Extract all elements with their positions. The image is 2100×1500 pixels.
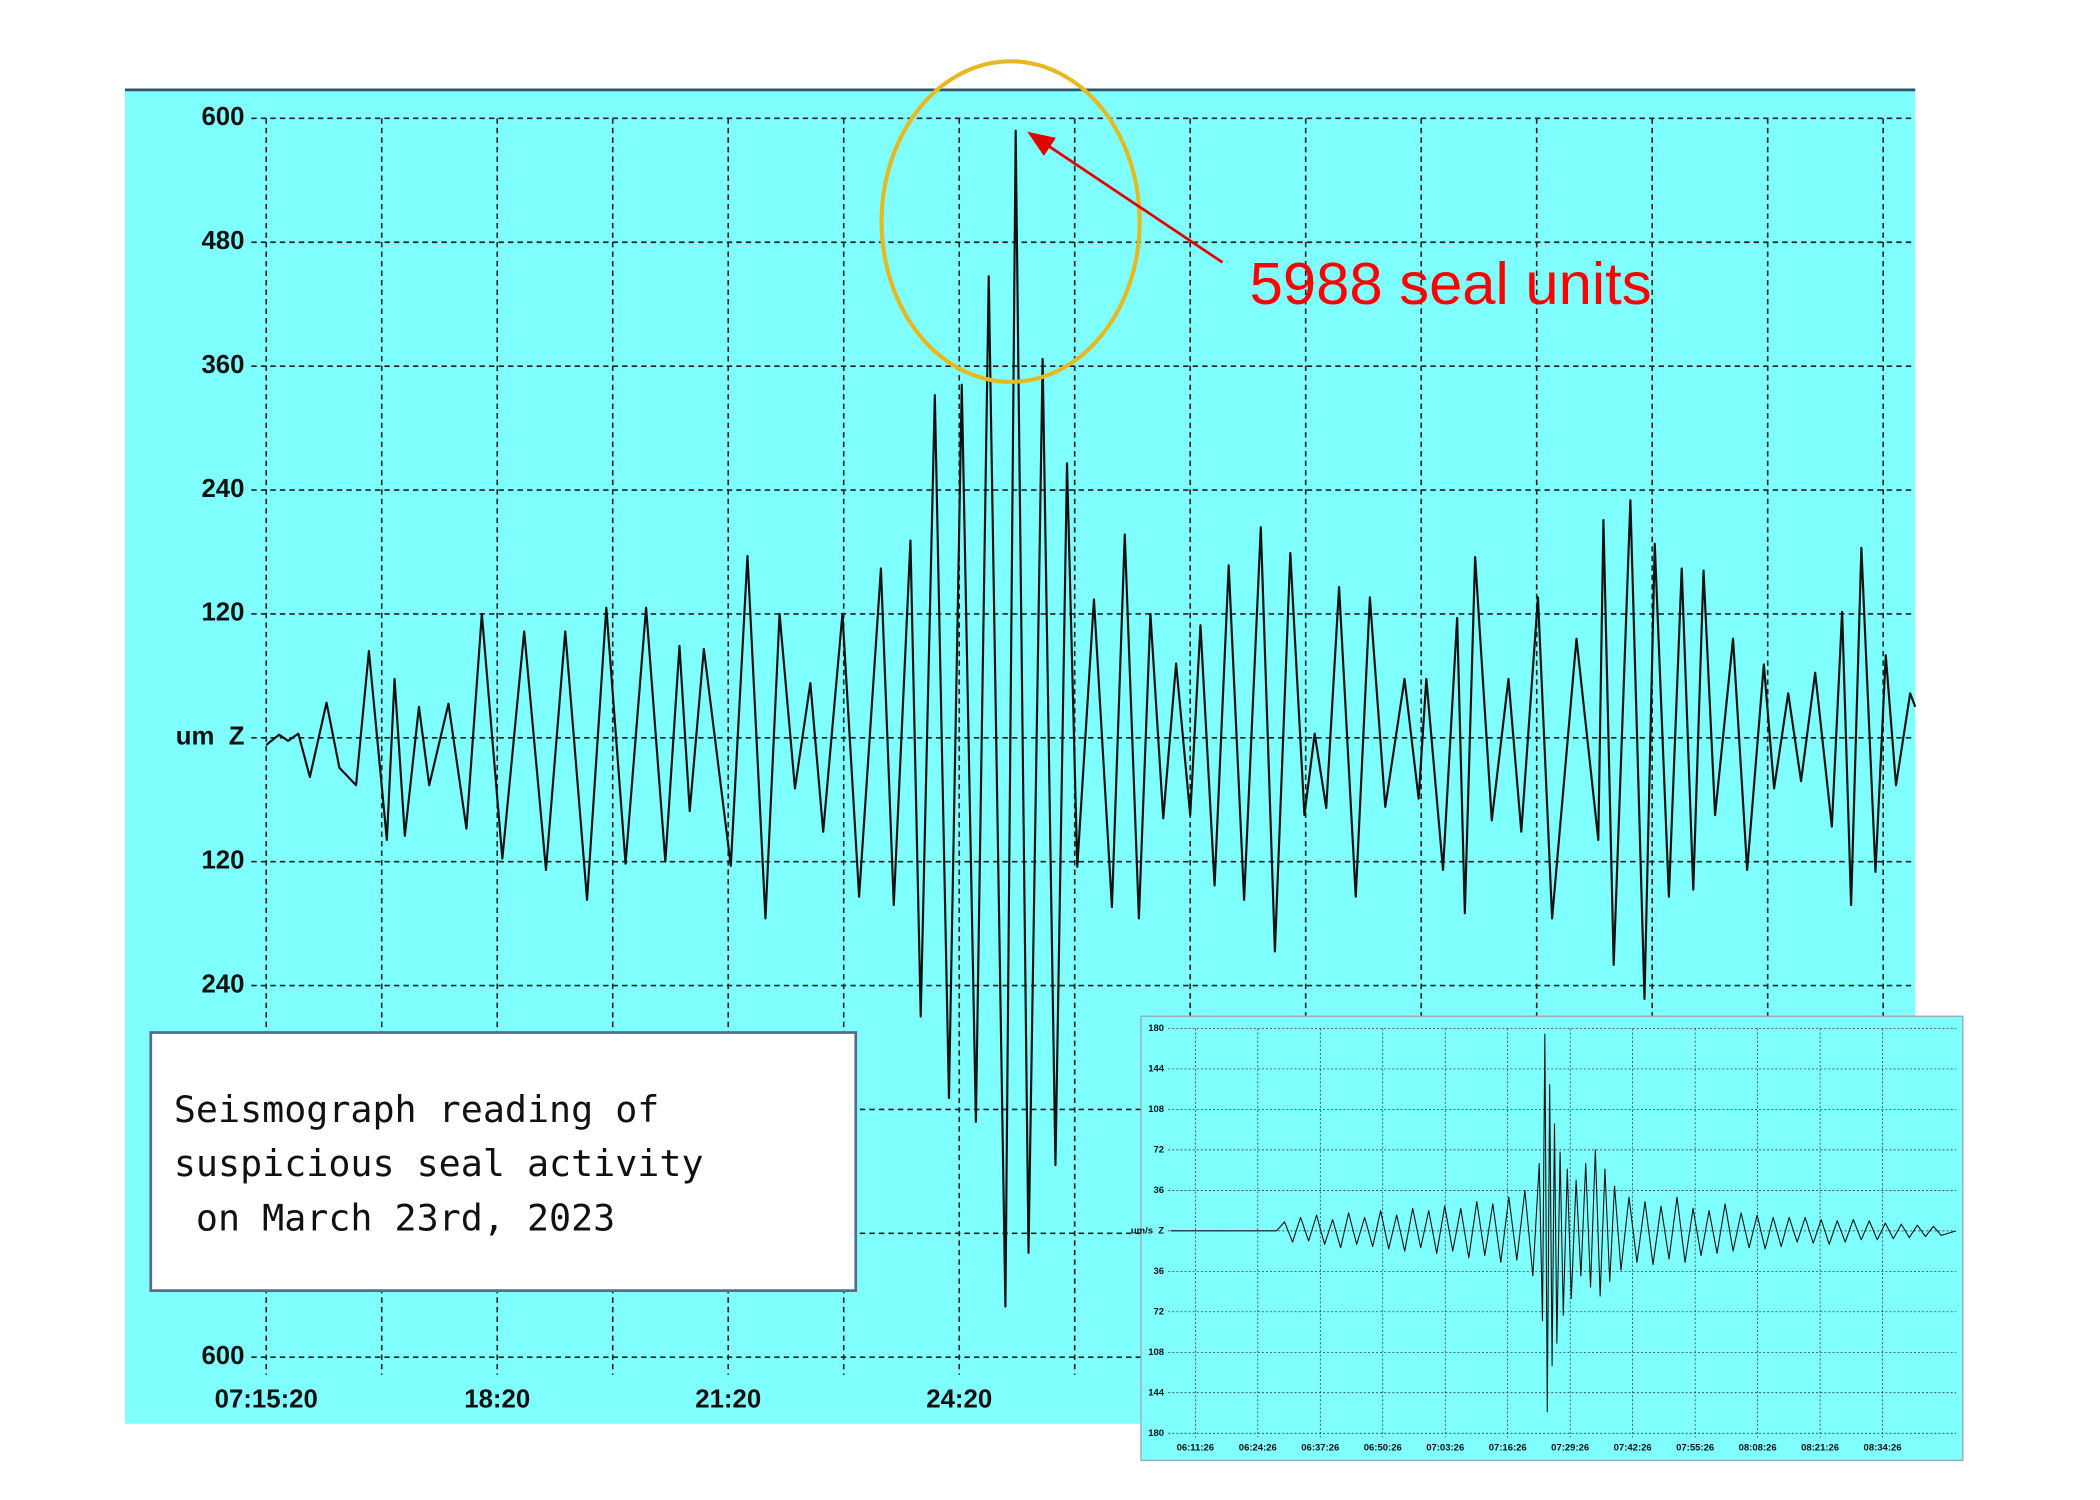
y-tick-label: 600 (201, 1342, 244, 1370)
y-tick-label: 108 (1148, 1347, 1164, 1358)
y-tick-label: 240 (201, 970, 244, 998)
x-tick-label: 07:15:20 (215, 1385, 318, 1413)
caption-line: on March 23rd, 2023 (174, 1196, 615, 1239)
y-tick-label: 360 (201, 351, 244, 379)
y-tick-label: um Z (176, 723, 245, 751)
y-tick-label: um/s Z (1131, 1225, 1164, 1236)
x-tick-label: 08:34:26 (1864, 1443, 1902, 1454)
y-tick-label: 480 (201, 227, 244, 255)
caption-frame (149, 1031, 858, 1292)
x-tick-label: 08:21:26 (1801, 1443, 1839, 1454)
annotation-arrow (1027, 131, 1224, 264)
y-tick-label: 180 (1148, 1428, 1164, 1439)
signal-line (1170, 1033, 1957, 1413)
x-tick-label: 07:55:26 (1676, 1443, 1714, 1454)
y-tick-label: 600 (201, 103, 244, 131)
y-tick-label: 36 (1154, 1266, 1165, 1277)
x-tick-label: 21:20 (695, 1385, 761, 1413)
y-tick-label: 144 (1148, 1063, 1165, 1074)
caption-line: suspicious seal activity (174, 1142, 704, 1185)
y-tick-label: 144 (1148, 1387, 1165, 1398)
y-tick-label: 72 (1154, 1144, 1165, 1155)
x-tick-label: 07:03:26 (1426, 1443, 1464, 1454)
x-tick-label: 07:29:26 (1551, 1443, 1589, 1454)
y-tick-label: 120 (201, 846, 244, 874)
x-tick-label: 07:42:26 (1614, 1443, 1652, 1454)
signal-line (265, 129, 1917, 1308)
x-tick-label: 06:24:26 (1239, 1443, 1277, 1454)
x-tick-label: 07:16:26 (1489, 1443, 1527, 1454)
highlight-circle (879, 59, 1142, 384)
y-tick-label: 36 (1154, 1185, 1165, 1196)
y-tick-label: 240 (201, 475, 244, 503)
y-tick-label: 120 (201, 599, 244, 627)
x-tick-label: 18:20 (464, 1385, 530, 1413)
caption-line: Seismograph reading of (174, 1088, 660, 1131)
y-tick-label: 108 (1148, 1104, 1164, 1115)
x-tick-label: 06:11:26 (1177, 1443, 1215, 1454)
plot-background (1140, 1015, 1964, 1462)
x-tick-label: 24:20 (926, 1385, 992, 1413)
x-tick-label: 06:37:26 (1301, 1443, 1339, 1454)
caption-box: Seismograph reading of suspicious seal ac… (149, 1031, 858, 1292)
y-tick-label: 180 (1148, 1023, 1164, 1034)
y-tick-label: 72 (1154, 1306, 1165, 1317)
x-tick-label: 08:08:26 (1739, 1443, 1777, 1454)
inset-chart: 180 144 108 72 36 um/s Z 36 72 108 144 180 06:11:26… (1131, 1015, 1964, 1462)
x-tick-label: 06:50:26 (1364, 1443, 1402, 1454)
annotation-text: 5988 seal units (1250, 250, 1652, 317)
annotations: 5988 seal units (879, 59, 1652, 384)
